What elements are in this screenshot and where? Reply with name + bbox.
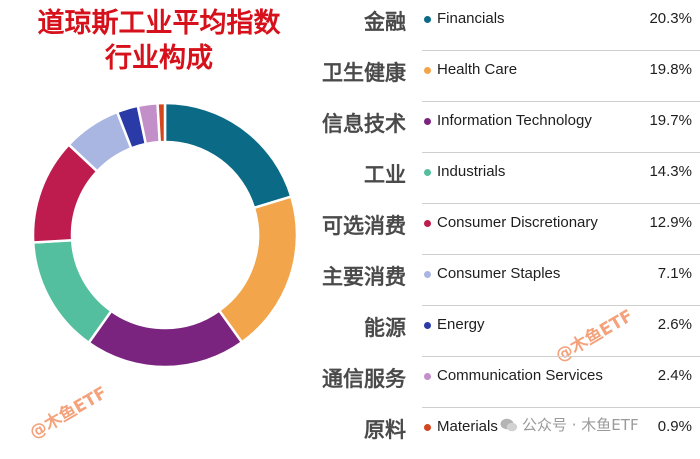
legend-label: Materials — [437, 418, 498, 435]
legend-label-cn: 主要消费 — [322, 265, 406, 289]
legend-row: 金融 Financials 20.3% — [316, 0, 700, 51]
legend-divider — [422, 254, 700, 255]
legend-label: Financials — [437, 10, 505, 27]
legend-value: 12.9% — [649, 214, 692, 231]
legend-dot — [424, 220, 431, 227]
legend-divider — [422, 101, 700, 102]
legend-divider — [422, 305, 700, 306]
legend-row: 可选消费 Consumer Discretionary 12.9% — [316, 204, 700, 255]
legend-dot — [424, 271, 431, 278]
legend-value: 19.8% — [649, 61, 692, 78]
legend-label-cn: 卫生健康 — [322, 61, 406, 85]
legend-row: 原料 Materials 0.9% — [316, 408, 700, 459]
legend-value: 14.3% — [649, 163, 692, 180]
legend-divider — [422, 356, 700, 357]
legend-label-cn: 通信服务 — [322, 367, 406, 391]
legend-label: Health Care — [437, 61, 518, 78]
legend-label: Energy — [437, 316, 485, 333]
legend-value: 0.9% — [657, 418, 692, 435]
legend-dot — [424, 322, 431, 329]
legend-value: 19.7% — [649, 112, 692, 129]
footer-watermark: 公众号 · 木鱼ETF — [496, 414, 639, 435]
legend-label: Information Technology — [437, 112, 592, 129]
legend-value: 20.3% — [649, 10, 692, 27]
donut-slice — [217, 195, 299, 345]
legend-label-cn: 信息技术 — [322, 112, 406, 136]
legend-row: 工业 Industrials 14.3% — [316, 153, 700, 204]
legend-row: 通信服务 Communication Services 2.4% — [316, 357, 700, 408]
donut-slice — [87, 308, 244, 369]
chart-title-line-1: 道琼斯工业平均指数 — [37, 8, 281, 39]
legend-row: 信息技术 Information Technology 19.7% — [316, 102, 700, 153]
donut-slice — [31, 238, 114, 345]
legend-value: 7.1% — [657, 265, 692, 282]
legend-label: Consumer Staples — [437, 265, 561, 282]
legend-label-cn: 金融 — [364, 10, 406, 34]
legend-dot — [424, 16, 431, 23]
donut-slice — [156, 101, 167, 144]
donut-chart — [31, 101, 299, 369]
legend-dot — [424, 118, 431, 125]
legend-divider — [422, 203, 700, 204]
legend-label-cn: 原料 — [364, 418, 406, 442]
legend-row: 能源 Energy 2.6% — [316, 306, 700, 357]
legend-label: Communication Services — [437, 367, 603, 384]
legend-dot — [424, 169, 431, 176]
legend-value: 2.4% — [657, 367, 692, 384]
chart-title-line-2: 行业构成 — [105, 43, 213, 74]
legend-dot — [424, 67, 431, 74]
footer-watermark-text: 公众号 · 木鱼ETF — [522, 416, 639, 434]
wechat-icon — [500, 418, 518, 432]
legend-label-cn: 可选消费 — [322, 214, 406, 238]
chart-title: 道琼斯工业平均指数 行业构成 — [0, 6, 318, 76]
legend-label-cn: 工业 — [364, 163, 406, 187]
legend-label-cn: 能源 — [364, 316, 406, 340]
legend-row: 主要消费 Consumer Staples 7.1% — [316, 255, 700, 306]
legend-divider — [422, 152, 700, 153]
legend-value: 2.6% — [657, 316, 692, 333]
legend-divider — [422, 50, 700, 51]
legend-label: Industrials — [437, 163, 506, 180]
legend-label: Consumer Discretionary — [437, 214, 598, 231]
donut-slice — [163, 101, 293, 210]
legend-divider — [422, 407, 700, 408]
legend-row: 卫生健康 Health Care 19.8% — [316, 51, 700, 102]
legend-dot — [424, 373, 431, 380]
legend-dot — [424, 424, 431, 431]
